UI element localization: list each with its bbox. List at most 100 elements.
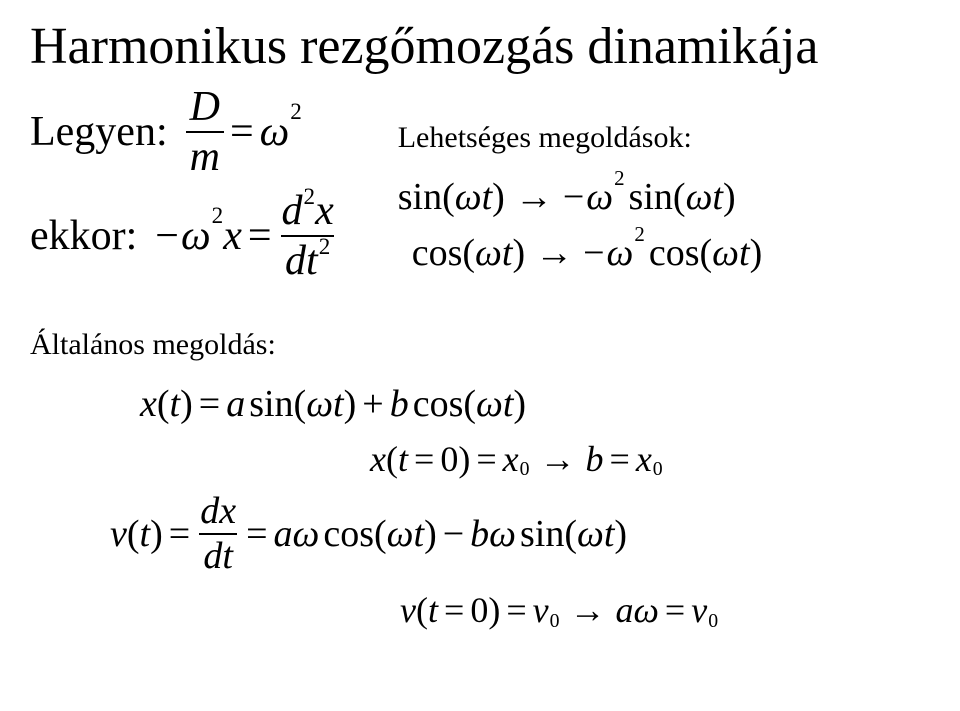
arrow-1: → — [505, 175, 563, 219]
then-row: ekkor: − ω 2 x = d2x dt2 — [30, 189, 338, 283]
lp-cv: ( — [374, 512, 387, 556]
cos-fn: cos — [412, 231, 463, 275]
rp-sv: ) — [614, 512, 627, 556]
t-c: t — [503, 382, 514, 426]
omega-r1b: ω — [586, 175, 613, 219]
general-solution-label: Általános megoldás: — [30, 328, 930, 362]
vt-equation: v ( t ) = dx dt = a ω cos ( ω t ) − b — [110, 492, 627, 578]
x-var: x — [140, 382, 157, 426]
b-var: b — [390, 382, 409, 426]
eq-ic: = — [408, 438, 440, 480]
possible-solutions-label: Lehetséges megoldások: — [398, 121, 930, 155]
exp-2: 2 — [290, 98, 302, 125]
t-vt: t — [140, 512, 151, 556]
eq-vic2: = — [500, 589, 532, 631]
x0-var: x — [503, 438, 519, 480]
sin-vt: sin — [520, 512, 564, 556]
arrow-ic: → — [530, 438, 586, 480]
exp-r2: 2 — [634, 222, 644, 247]
rp-xt: ) — [180, 382, 193, 426]
rparen3: ) — [512, 231, 525, 275]
slide-title: Harmonikus rezgőmozgás dinamikája — [30, 18, 930, 75]
v0-sub2: 0 — [708, 610, 718, 633]
frac-den-m: m — [186, 131, 224, 179]
v-ic: v — [400, 589, 416, 631]
cos-xt: cos — [413, 382, 464, 426]
x-initial-condition: x ( t = 0 ) = x 0 → b = x 0 — [370, 438, 663, 480]
lp-c: ( — [463, 382, 476, 426]
rp-s: ) — [344, 382, 357, 426]
lp-s: ( — [294, 382, 307, 426]
eq-ic3: = — [604, 438, 636, 480]
t-cv: t — [414, 512, 425, 556]
rp-cv: ) — [424, 512, 437, 556]
exp-r1: 2 — [614, 166, 624, 191]
a-var: a — [226, 382, 245, 426]
fraction-d2x-dt2: d2x dt2 — [278, 189, 338, 283]
den-exp: 2 — [319, 233, 331, 259]
slide: Harmonikus rezgőmozgás dinamikája Legyen… — [0, 0, 960, 711]
eq-ic2: = — [470, 438, 502, 480]
minus-vt: − — [437, 512, 470, 556]
rparen2: ) — [723, 175, 736, 219]
rp-c: ) — [513, 382, 526, 426]
x0-sub: 0 — [520, 458, 530, 481]
equals-sign-2: = — [242, 212, 278, 260]
lp-vic: ( — [416, 589, 428, 631]
om-vic: ω — [634, 589, 659, 631]
v-initial-condition: v ( t = 0 ) = v 0 → a ω = v 0 — [400, 589, 718, 631]
om-vt: ω — [293, 512, 320, 556]
num-exp: 2 — [304, 183, 316, 209]
eq-D-over-m: D m = ω 2 — [186, 85, 302, 179]
eq-ode: − ω 2 x = d2x dt2 — [155, 189, 337, 283]
cos-fn-2: cos — [649, 231, 700, 275]
lparen2: ( — [673, 175, 686, 219]
cos-vt: cos — [323, 512, 374, 556]
lp-sv: ( — [564, 512, 577, 556]
plus-xt: + — [356, 382, 389, 426]
b-ic: b — [586, 438, 604, 480]
var-x: x — [223, 212, 242, 260]
omega-2: ω — [181, 212, 211, 260]
cos-identity: cos ( ω t ) → − ω 2 cos ( ω t ) — [412, 231, 762, 275]
let-label: Legyen: — [30, 108, 168, 156]
t-vic: t — [428, 589, 438, 631]
t-r2: t — [502, 231, 513, 275]
a-vic: a — [616, 589, 634, 631]
rparen: ) — [492, 175, 505, 219]
v0-var: v — [533, 589, 549, 631]
omega-r2c: ω — [712, 231, 739, 275]
x-ic: x — [370, 438, 386, 480]
b-vt: b — [470, 512, 489, 556]
neg-sign: − — [155, 212, 181, 260]
frac-num-D: D — [186, 85, 224, 131]
then-label: ekkor: — [30, 212, 137, 260]
eq-vic: = — [438, 589, 470, 631]
lp-ic: ( — [386, 438, 398, 480]
neg-r1: − — [563, 175, 586, 219]
neg-r2: − — [583, 231, 606, 275]
xt-equation: x ( t ) = a sin ( ω t ) + b cos ( ω t ) — [140, 382, 526, 426]
dx-dt-frac: dx dt — [196, 492, 240, 578]
d-letter: d — [282, 188, 303, 234]
let-row: Legyen: D m = ω 2 — [30, 85, 338, 179]
right-column: Lehetséges megoldások: sin ( ω t ) → − ω… — [398, 85, 930, 293]
omega: ω — [260, 108, 290, 156]
rp-ic: ) — [458, 438, 470, 480]
arrow-vic: → — [560, 589, 616, 631]
fraction-D-m: D m — [186, 85, 224, 179]
eq-vt2: = — [240, 512, 273, 556]
om-cv: ω — [387, 512, 414, 556]
omega-r2: ω — [475, 231, 502, 275]
lp-xt: ( — [157, 382, 170, 426]
dt-letter: dt — [285, 238, 318, 284]
v-var: v — [110, 512, 127, 556]
t-sv: t — [604, 512, 615, 556]
sin-identity: sin ( ω t ) → − ω 2 sin ( ω t ) — [398, 175, 736, 219]
num-x: x — [315, 188, 334, 234]
om-vt2: ω — [489, 512, 516, 556]
t-var: t — [170, 382, 181, 426]
lp-vt: ( — [127, 512, 140, 556]
eq-xt: = — [193, 382, 226, 426]
t-r1: t — [482, 175, 493, 219]
